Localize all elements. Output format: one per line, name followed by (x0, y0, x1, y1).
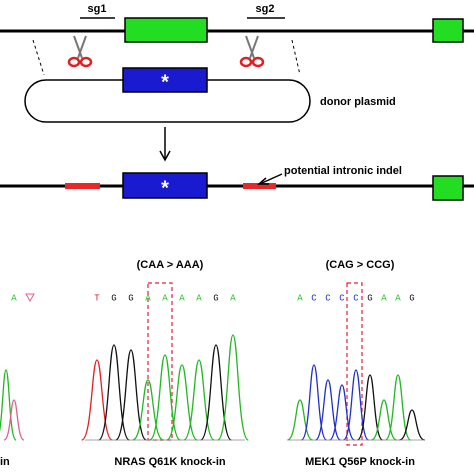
trace-peak (115, 349, 147, 441)
trace-peak (3, 399, 25, 441)
trace-peak (399, 409, 425, 441)
panel-caption: NRAS Q61K knock-in (114, 456, 226, 468)
base-call: G (409, 293, 414, 303)
trace-peak (217, 334, 249, 441)
trace-peak (0, 369, 17, 441)
panel-caption: in (0, 456, 10, 468)
trace-peak (384, 374, 412, 441)
base-call: T (94, 293, 100, 303)
base-call: C (325, 293, 331, 303)
trace-peak (356, 374, 384, 441)
base-call: A (11, 293, 17, 303)
base-call: G (367, 293, 372, 303)
mutation-label: (CAG > CCG) (326, 259, 395, 271)
arrow-head (159, 150, 171, 162)
trace-peak (371, 399, 397, 441)
scissors-icon (67, 35, 93, 68)
base-call: C (339, 293, 345, 303)
sg-label: sg2 (256, 3, 275, 15)
indel-site (243, 183, 276, 189)
arrow-head (256, 177, 269, 185)
donor-exon (122, 67, 208, 93)
base-call: A (381, 293, 387, 303)
base-call: A (395, 293, 401, 303)
arrow (261, 173, 283, 184)
base-call: G (128, 293, 133, 303)
base-call: G (213, 293, 218, 303)
trace-peak (132, 379, 164, 441)
plasmid-label: donor plasmid (320, 96, 396, 108)
trace-fragment (25, 293, 35, 303)
homology-line (32, 39, 45, 76)
edited-exon (122, 172, 208, 199)
base-call: A (179, 293, 185, 303)
panel-caption: MEK1 Q56P knock-in (305, 456, 415, 468)
mutation-marker: * (161, 71, 169, 93)
base-call: A (230, 293, 236, 303)
exon (124, 17, 208, 43)
exon (432, 18, 464, 43)
exon (432, 175, 464, 201)
highlight-box (346, 282, 363, 446)
trace-peak (287, 399, 313, 441)
base-call: A (196, 293, 202, 303)
mutation-label: (CAA > AAA) (137, 259, 204, 271)
base-call: A (297, 293, 303, 303)
scissors-icon (239, 35, 265, 68)
indel-label: potential intronic indel (284, 165, 402, 177)
base-call: G (111, 293, 116, 303)
base-call: C (353, 293, 359, 303)
sg-label: sg1 (88, 3, 107, 15)
chromatograms: T G G A A A A G A A C C C C G A A GA (0, 293, 425, 441)
indel-site (65, 183, 100, 189)
base-call: A (145, 293, 151, 303)
base-call: C (311, 293, 317, 303)
mutation-marker: * (161, 177, 169, 199)
base-call: A (162, 293, 168, 303)
